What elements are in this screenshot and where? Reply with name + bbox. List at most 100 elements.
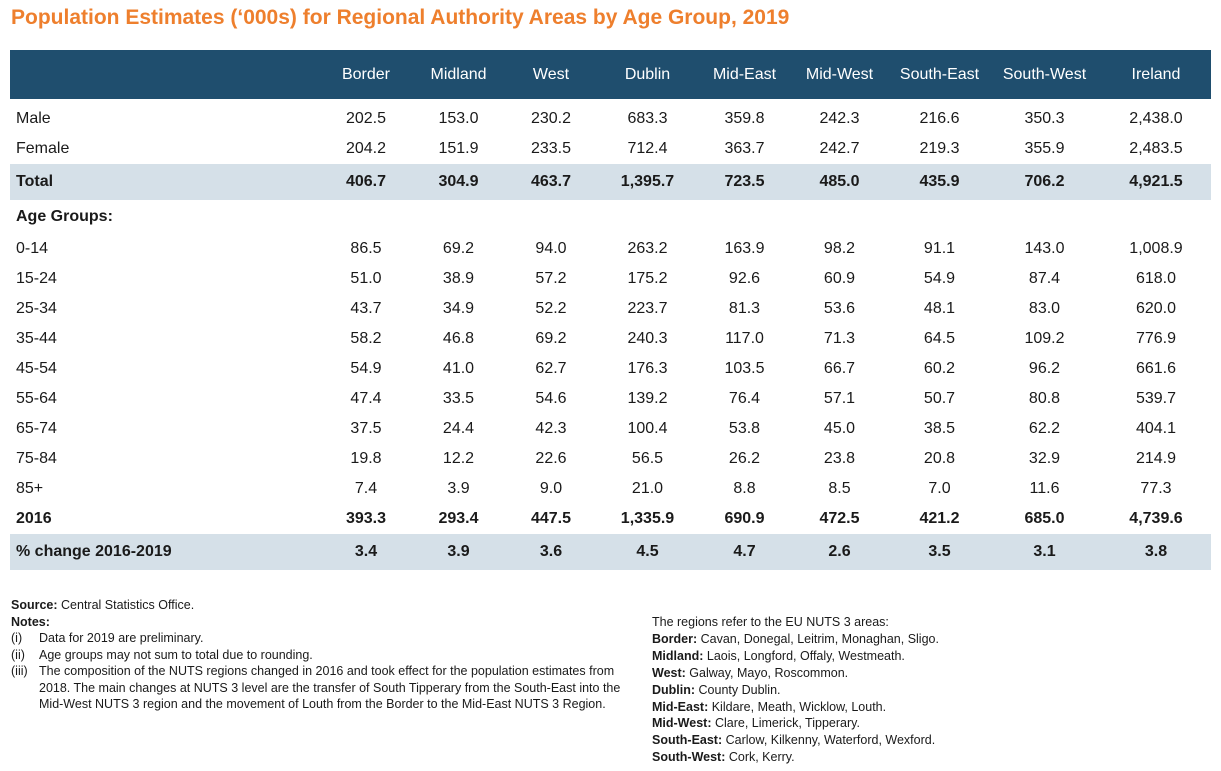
row-label: 85+ (16, 480, 44, 497)
table-cell: 54.6 (535, 390, 567, 407)
table-cell: 355.9 (1024, 140, 1065, 157)
region-name: West: (652, 665, 686, 680)
table-cell: 359.8 (724, 110, 765, 127)
table-cell: 683.3 (627, 110, 668, 127)
table-cell: 304.9 (409, 164, 508, 200)
region-counties: Clare, Limerick, Tipperary. (711, 716, 860, 731)
table-cell: 7.0 (928, 480, 951, 497)
note-item: (iii) The composition of the NUTS region… (11, 663, 621, 713)
table-cell: 214.9 (1135, 450, 1177, 467)
table-cell: 19.8 (350, 450, 382, 467)
table-row: 35-44 58.2 46.8 69.2 240.3 117.0 71.3 64.5 109.2… (10, 324, 1211, 354)
region-name: Border: (652, 631, 698, 646)
region-item: South-East: Carlow, Kilkenny, Waterford,… (652, 732, 1212, 749)
table-row: 75-84 19.8 12.2 22.6 56.5 26.2 23.8 20.8 32.9 214… (10, 444, 1211, 474)
table-cell: 4.7 (701, 534, 788, 570)
table-cell: 54.9 (923, 270, 956, 287)
table-cell: 53.6 (823, 300, 856, 317)
table-cell: 230.2 (530, 110, 572, 127)
table-cell: 9.0 (539, 480, 563, 497)
region-item: Border: Cavan, Donegal, Leitrim, Monagha… (652, 631, 1212, 648)
note-item: (ii) Age groups may not sum to total due… (11, 647, 621, 664)
region-item: Mid-West: Clare, Limerick, Tipperary. (652, 715, 1212, 732)
note-text: Age groups may not sum to total due to r… (39, 647, 313, 662)
table-cell: 2,438.0 (1129, 110, 1183, 127)
table-cell: 723.5 (701, 164, 788, 200)
table-cell: 11.6 (1029, 480, 1060, 497)
table-row: % change 2016-2019 3.4 3.9 3.6 4.5 4.7 2.6 3.5 3… (10, 534, 1211, 570)
table-cell: 151.9 (438, 140, 479, 157)
table-row: Total 406.7 304.9 463.7 1,395.7 723.5 485.0 435… (10, 164, 1211, 200)
table-cell (1101, 200, 1211, 234)
table-row: 65-74 37.5 24.4 42.3 100.4 53.8 45.0 38.5 62.2 40… (10, 414, 1211, 444)
table-cell: 64.5 (923, 330, 956, 347)
table-cell: 69.2 (535, 330, 567, 347)
table-cell: 66.7 (823, 360, 856, 377)
note-text: The composition of the NUTS regions chan… (39, 664, 621, 711)
table-cell: 776.9 (1135, 330, 1177, 347)
region-counties: County Dublin. (695, 682, 781, 697)
column-header: Mid-West (788, 50, 891, 99)
table-cell: 447.5 (530, 510, 572, 527)
column-header: Border (323, 50, 409, 99)
table-cell: 56.5 (631, 450, 664, 467)
row-label: 25-34 (16, 300, 57, 317)
region-item: South-West: Cork, Kerry. (652, 749, 1212, 766)
table-cell: 393.3 (345, 510, 387, 527)
region-name: Midland: (652, 648, 704, 663)
column-header: South-West (988, 50, 1101, 99)
row-label: 65-74 (16, 420, 57, 437)
table-cell: 51.0 (350, 270, 382, 287)
table-row: 45-54 54.9 41.0 62.7 176.3 103.5 66.7 60.2 96.2 6… (10, 354, 1211, 384)
table-header-row: Border Midland West Dublin Mid-East Mid-… (10, 50, 1211, 99)
table-cell: 3.1 (988, 534, 1101, 570)
table-cell: 86.5 (350, 240, 382, 257)
table-cell (988, 200, 1101, 234)
table-cell: 48.1 (923, 300, 956, 317)
region-name: Dublin: (652, 682, 696, 697)
table-cell: 242.7 (819, 140, 860, 157)
table-cell: 3.9 (409, 534, 508, 570)
table-cell: 204.2 (345, 140, 387, 157)
table-cell: 404.1 (1135, 420, 1177, 437)
table-cell: 7.4 (354, 480, 378, 497)
row-label: 35-44 (16, 330, 57, 347)
table-cell: 242.3 (819, 110, 860, 127)
column-header: Mid-East (701, 50, 788, 99)
table-cell: 618.0 (1135, 270, 1177, 287)
row-label: % change 2016-2019 (10, 534, 323, 570)
table-cell: 176.3 (627, 360, 668, 377)
table-cell: 8.8 (733, 480, 756, 497)
table-cell: 620.0 (1135, 300, 1177, 317)
table-cell: 21.0 (631, 480, 664, 497)
table-cell: 3.5 (891, 534, 988, 570)
region-item: Mid-East: Kildare, Meath, Wicklow, Louth… (652, 699, 1212, 716)
table-cell: 219.3 (919, 140, 960, 157)
table-cell: 76.4 (728, 390, 761, 407)
table-cell: 38.9 (442, 270, 475, 287)
region-name: South-West: (652, 750, 726, 765)
notes-block: Source: Central Statistics Office. Notes… (11, 597, 621, 713)
region-name: Mid-West: (652, 716, 712, 731)
table-cell: 1,395.7 (594, 164, 701, 200)
table-cell: 33.5 (442, 390, 475, 407)
table-cell: 43.7 (350, 300, 382, 317)
notes-label: Notes: (11, 614, 50, 629)
table-cell: 20.8 (923, 450, 956, 467)
row-label: 15-24 (16, 270, 57, 287)
table-cell: 96.2 (1028, 360, 1061, 377)
table-cell: 24.4 (442, 420, 475, 437)
table-cell: 57.1 (823, 390, 856, 407)
row-label: 55-64 (16, 390, 57, 407)
table-cell: 80.8 (1028, 390, 1061, 407)
region-counties: Galway, Mayo, Roscommon. (685, 665, 849, 680)
table-cell: 8.5 (828, 480, 851, 497)
table-cell: 4,739.6 (1129, 510, 1183, 527)
table-cell: 363.7 (724, 140, 765, 157)
row-label: Total (10, 164, 323, 200)
table-row: 85+ 7.4 3.9 9.0 21.0 8.8 8.5 7.0 11.6 77.3 (10, 474, 1211, 504)
table-cell: 4.5 (594, 534, 701, 570)
table-cell (323, 200, 409, 234)
region-counties: Kildare, Meath, Wicklow, Louth. (708, 699, 887, 714)
row-label: Age Groups: (16, 208, 113, 225)
